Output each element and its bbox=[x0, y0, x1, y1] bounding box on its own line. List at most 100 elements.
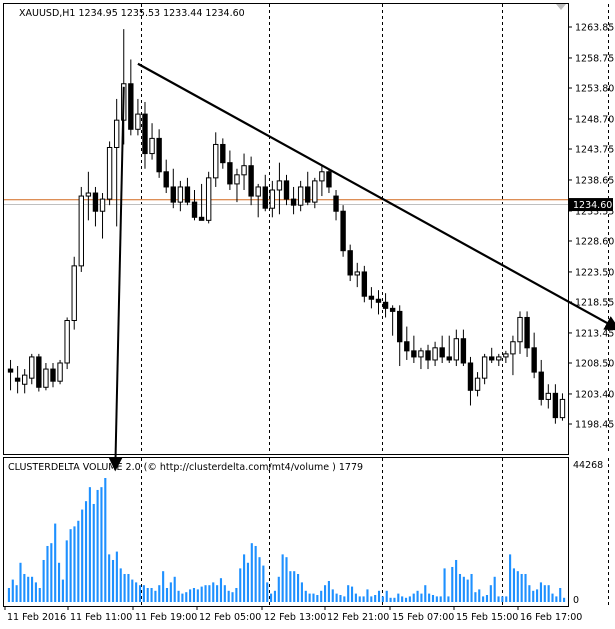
volume-bar bbox=[289, 571, 292, 602]
candle-body-bear bbox=[170, 186, 176, 203]
chart-shift-marker[interactable] bbox=[556, 4, 566, 10]
chart-shift-triangle-icon[interactable] bbox=[556, 4, 566, 10]
candle bbox=[149, 123, 155, 160]
volume-bar bbox=[246, 562, 250, 602]
volume-bar bbox=[408, 596, 411, 602]
trendline[interactable] bbox=[137, 62, 615, 331]
volume-bar bbox=[138, 585, 142, 602]
candle bbox=[7, 359, 14, 391]
volume-bar bbox=[115, 551, 118, 602]
time-tick-label: 15 Feb 15:00 bbox=[456, 612, 518, 623]
candle bbox=[474, 372, 481, 397]
volume-bar bbox=[474, 592, 477, 602]
candle bbox=[255, 183, 261, 218]
candle-body-bear bbox=[14, 377, 21, 382]
candle-body-bull bbox=[29, 356, 35, 379]
candle bbox=[198, 183, 205, 221]
candle-body-bull bbox=[78, 195, 84, 267]
volume-bar bbox=[142, 585, 145, 602]
price-tick-label: 1213.45 bbox=[575, 328, 614, 339]
volume-bar bbox=[281, 554, 284, 602]
volume-bar bbox=[485, 594, 489, 602]
volume-bar bbox=[158, 585, 161, 602]
candle-body-bear bbox=[50, 368, 56, 382]
volume-bar bbox=[254, 545, 257, 602]
volume-bar bbox=[189, 589, 192, 602]
candle bbox=[460, 329, 467, 367]
candle-body-bull bbox=[510, 341, 516, 355]
price-tick-label: 1208.50 bbox=[575, 358, 614, 369]
candle-body-bull bbox=[276, 180, 283, 191]
candle bbox=[71, 256, 77, 330]
volume-bar bbox=[65, 540, 68, 602]
volume-bar bbox=[323, 585, 327, 602]
volume-bar bbox=[381, 596, 384, 602]
candle-body-bull bbox=[241, 165, 247, 176]
candle bbox=[368, 287, 375, 309]
volume-bar bbox=[266, 582, 269, 602]
candle bbox=[14, 366, 21, 394]
drawing-objects[interactable] bbox=[108, 62, 615, 472]
time-axis: 11 Feb 2016 11 Feb 11:00 11 Feb 19:00 12 Fe… bbox=[4, 606, 582, 623]
volume-bar bbox=[15, 585, 18, 602]
candle bbox=[531, 332, 537, 379]
candle-body-bear bbox=[227, 162, 233, 185]
candle bbox=[467, 356, 474, 406]
volume-bar bbox=[466, 579, 469, 602]
candle bbox=[106, 141, 113, 206]
candle-body-bear bbox=[305, 186, 311, 203]
volume-axis: 44268 0 bbox=[573, 460, 603, 606]
volume-bar bbox=[555, 596, 558, 602]
session-separator-lines bbox=[141, 4, 609, 606]
candle bbox=[503, 350, 509, 363]
candle-body-bear bbox=[397, 310, 403, 343]
volume-bar bbox=[404, 597, 408, 602]
candle-body-bear bbox=[347, 250, 353, 276]
candle-body-bear bbox=[198, 216, 205, 221]
candle bbox=[21, 369, 28, 394]
volume-bar bbox=[428, 593, 431, 602]
volume-bar bbox=[551, 593, 554, 602]
candle bbox=[382, 293, 389, 318]
volume-bar bbox=[258, 557, 261, 602]
volume-bar bbox=[563, 597, 566, 602]
candle-body-bull bbox=[71, 265, 77, 322]
candle-body-bear bbox=[382, 301, 389, 309]
volume-bar bbox=[111, 559, 115, 602]
volume-bar bbox=[96, 489, 99, 602]
volume-bar bbox=[69, 529, 72, 602]
time-tick-label: 12 Feb 05:00 bbox=[199, 612, 261, 623]
candle-body-bear bbox=[368, 295, 375, 300]
time-tick-label: 12 Feb 13:00 bbox=[264, 612, 326, 623]
candle bbox=[524, 311, 530, 357]
candle-body-bear bbox=[163, 171, 169, 188]
time-tick-label: 11 Feb 2016 bbox=[7, 612, 66, 623]
volume-pointer-arrow[interactable] bbox=[108, 86, 125, 472]
volume-bar bbox=[273, 590, 276, 602]
candle-body-bull bbox=[106, 146, 113, 200]
candle-body-bull bbox=[319, 171, 325, 182]
volume-bar bbox=[131, 579, 134, 602]
volume-bar bbox=[100, 487, 103, 602]
volume-bar bbox=[362, 596, 365, 602]
volume-bar bbox=[196, 589, 199, 602]
candle bbox=[227, 150, 233, 190]
volume-bar bbox=[520, 573, 523, 602]
candle bbox=[163, 159, 169, 194]
price-tick-label: 1203.40 bbox=[575, 389, 614, 400]
candle-body-bear bbox=[248, 165, 254, 197]
candle bbox=[538, 359, 544, 406]
volume-bar bbox=[150, 587, 153, 602]
candle-body-bull bbox=[269, 189, 276, 209]
volume-bar bbox=[50, 543, 53, 602]
price-pane-title: XAUUSD,H1 1234.95 1235.53 1233.44 1234.6… bbox=[19, 8, 245, 19]
volume-bar bbox=[505, 596, 508, 602]
candle-body-bear bbox=[333, 195, 339, 212]
volume-bar bbox=[270, 593, 273, 602]
volume-bar bbox=[497, 596, 500, 602]
volume-bar bbox=[462, 576, 465, 602]
volume-bar bbox=[108, 554, 111, 602]
candle bbox=[389, 305, 396, 336]
volume-bar bbox=[327, 580, 330, 602]
